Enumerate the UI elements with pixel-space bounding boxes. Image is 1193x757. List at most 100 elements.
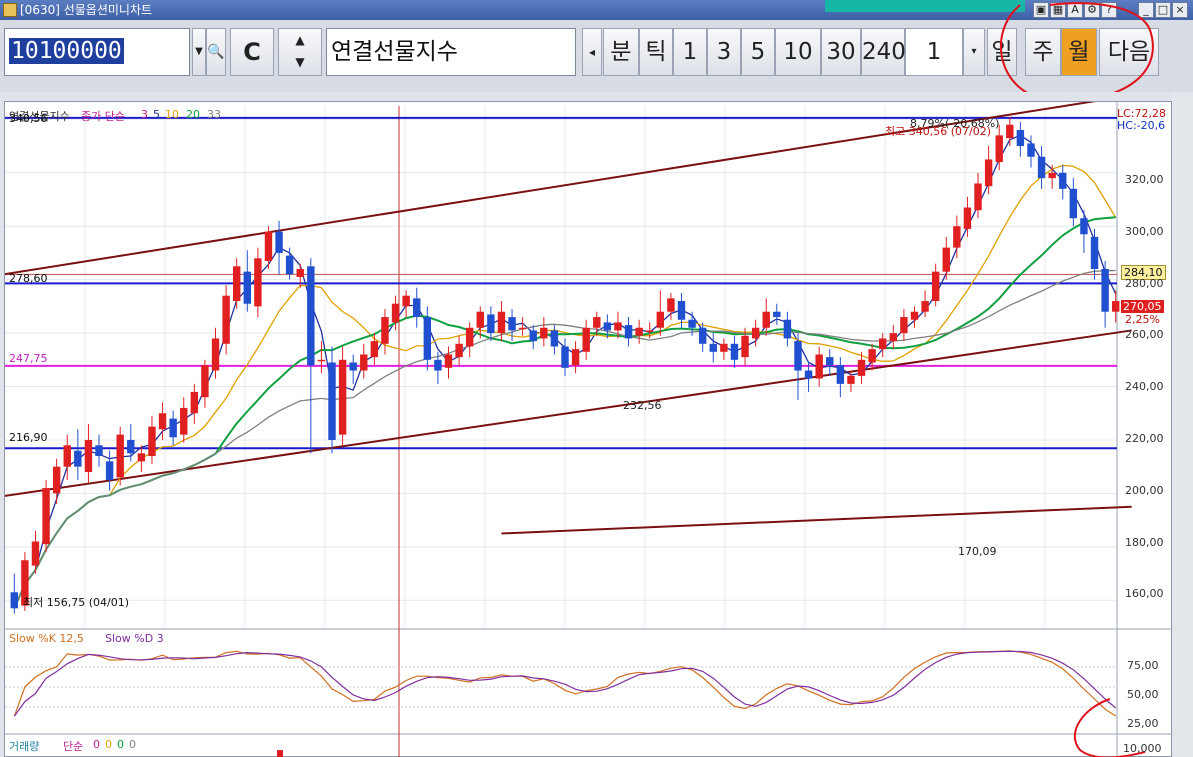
- legend-ma20: 20: [186, 108, 200, 121]
- period-10[interactable]: 10: [775, 28, 821, 76]
- chart-area[interactable]: 연결선물지수 종가 단순 3 5 10 20 33 340,56 278,60 …: [3, 94, 1173, 757]
- help-icon[interactable]: ?: [1101, 2, 1117, 18]
- stoch-tick-25: 25,00: [1127, 717, 1159, 730]
- candle-body: [1016, 130, 1025, 147]
- scale-week[interactable]: 주: [1025, 28, 1061, 76]
- candle-body: [804, 370, 813, 379]
- candle-body: [635, 327, 643, 336]
- candle-body: [63, 445, 71, 467]
- c-button[interactable]: C: [230, 28, 274, 76]
- candle-body: [254, 258, 262, 307]
- candle-body: [836, 365, 845, 384]
- candle-body: [487, 314, 495, 334]
- period-minute[interactable]: 분: [603, 28, 639, 76]
- candle-body: [847, 375, 855, 384]
- candle-body: [116, 434, 124, 478]
- count-input[interactable]: 1: [905, 28, 963, 76]
- hline-label-278: 278,60: [9, 272, 48, 285]
- candle-body: [21, 560, 29, 606]
- code-dropdown-button[interactable]: ▼: [192, 28, 206, 76]
- candle-body: [995, 135, 1003, 163]
- period-240[interactable]: 240: [861, 28, 906, 76]
- count-dropdown-button[interactable]: ▾: [963, 28, 985, 76]
- period-3[interactable]: 3: [707, 28, 741, 76]
- candle-body: [158, 413, 167, 430]
- candle-body: [243, 271, 251, 304]
- stoch-d-line: [13, 650, 1117, 717]
- code-input[interactable]: 10100000: [4, 28, 190, 76]
- price-tag-2: 270,05: [1121, 300, 1164, 313]
- candle-body: [593, 317, 601, 328]
- candle-body: [751, 327, 760, 339]
- y-tick-200: 200,00: [1125, 484, 1164, 497]
- y-tick-260: 260,00: [1125, 328, 1164, 341]
- candle-body: [783, 319, 792, 339]
- stoch-tick-50: 50,00: [1127, 688, 1159, 701]
- candle-body: [476, 311, 484, 328]
- ma33-line: [13, 269, 1116, 609]
- volume-ma-3: 0: [117, 738, 124, 751]
- legend-ma33: 33: [207, 108, 221, 121]
- minimize-icon[interactable]: _: [1138, 2, 1154, 18]
- side-panel: [1172, 92, 1193, 757]
- candle-body: [169, 418, 177, 438]
- candle-body: [455, 343, 463, 358]
- candle-body: [815, 354, 823, 379]
- max-label: 최고 340,56 (07/02): [885, 125, 992, 138]
- candle-body: [31, 541, 40, 566]
- y-tick-280: 280,00: [1125, 277, 1164, 290]
- mid-label: 232,56: [623, 399, 662, 412]
- hline-label-216: 216,90: [9, 431, 48, 444]
- candle-body: [614, 322, 622, 331]
- candle-body: [984, 159, 993, 187]
- candle-body: [646, 330, 654, 332]
- settings-icon[interactable]: ⚙: [1084, 2, 1100, 18]
- price-chart[interactable]: [3, 94, 1173, 757]
- hline-label-247: 247,75: [9, 352, 48, 365]
- candle-body: [857, 359, 866, 376]
- period-5[interactable]: 5: [741, 28, 775, 76]
- max-pct-label: 8,79%(-20,68%): [910, 117, 1000, 130]
- period-tick[interactable]: 틱: [639, 28, 673, 76]
- period-30[interactable]: 30: [821, 28, 861, 76]
- candle-body: [10, 592, 19, 609]
- candle-body: [497, 311, 506, 334]
- volume-ma-4: 0: [129, 738, 136, 751]
- font-icon[interactable]: A: [1067, 2, 1083, 18]
- candle-body: [624, 325, 633, 339]
- candle-body: [232, 266, 241, 302]
- candle-body: [1027, 143, 1035, 157]
- scale-day[interactable]: 일: [987, 28, 1017, 76]
- up-down-stepper[interactable]: ▲ ▼: [278, 28, 322, 76]
- scale-month[interactable]: 월: [1061, 28, 1097, 76]
- y-tick-240: 240,00: [1125, 380, 1164, 393]
- lc-label: LC:72,28: [1117, 107, 1167, 120]
- candle-body: [285, 255, 294, 275]
- stoch-tick-75: 75,00: [1127, 659, 1159, 672]
- candle-body: [137, 453, 146, 462]
- grid-icon[interactable]: ▦: [1050, 2, 1066, 18]
- period-1[interactable]: 1: [673, 28, 707, 76]
- next-button[interactable]: 다음: [1099, 28, 1159, 76]
- candle-body: [95, 445, 103, 457]
- candle-body: [889, 333, 898, 342]
- volume-legend-name: 거래량: [9, 740, 40, 753]
- close-icon[interactable]: ×: [1172, 2, 1188, 18]
- candle-body: [540, 327, 548, 339]
- pin-icon[interactable]: ▣: [1033, 2, 1049, 18]
- legend-ma-type: 종가 단순: [81, 110, 125, 123]
- candle-body: [296, 268, 304, 277]
- candle-body: [518, 327, 527, 330]
- scroll-left-button[interactable]: ◂: [582, 28, 602, 76]
- y-tick-220: 220,00: [1125, 432, 1164, 445]
- candle-body: [42, 488, 50, 545]
- search-icon[interactable]: 🔍: [206, 28, 226, 76]
- annotation-circle: [1073, 698, 1146, 757]
- candle-body: [794, 341, 802, 371]
- candle-body: [953, 226, 961, 248]
- hc-label: HC:-20,6: [1117, 119, 1166, 132]
- maximize-icon[interactable]: □: [1155, 2, 1171, 18]
- candle-body: [211, 338, 220, 371]
- stoch-d-legend: Slow %D 3: [105, 632, 164, 645]
